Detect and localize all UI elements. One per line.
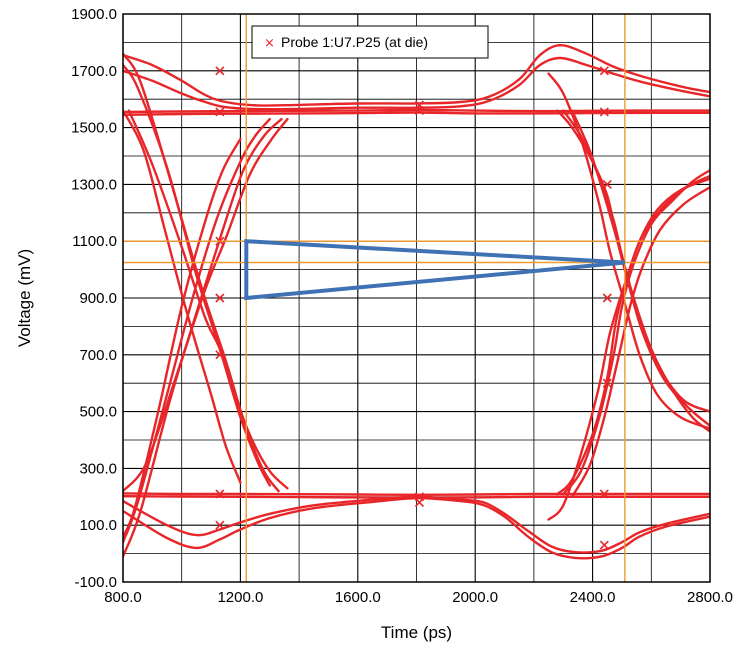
probe-marker [215, 520, 225, 530]
waveform-trace [123, 495, 710, 554]
y-tick-label: 1900.0 [71, 6, 117, 23]
waveform-trace [123, 496, 710, 560]
probe-marker [414, 105, 425, 116]
probe-marker [599, 489, 609, 499]
y-tick-label: 100.0 [79, 517, 117, 534]
y-axis-label: Voltage (mV) [15, 249, 34, 347]
x-axis-label: Time (ps) [381, 623, 452, 642]
waveform-trace [123, 117, 271, 544]
probe-marker [215, 293, 225, 303]
waveform-trace [123, 63, 271, 487]
probe-marker [215, 350, 225, 360]
waveform-trace [127, 109, 289, 490]
probe-marker [215, 107, 225, 117]
x-tick-label: 1600.0 [335, 589, 381, 606]
probe-marker [599, 66, 609, 76]
probe-marker [599, 540, 609, 550]
x-tick-label: 2800.0 [687, 589, 733, 606]
probe-marker [215, 66, 225, 76]
x-tick-label: 2000.0 [452, 589, 498, 606]
waveform-trace [562, 169, 710, 496]
legend: × Probe 1:U7.P25 (at die) [251, 25, 489, 59]
y-tick-label: 700.0 [79, 347, 117, 364]
probe-marker [602, 378, 612, 388]
waveform-trace [570, 186, 710, 498]
legend-entry: Probe 1:U7.P25 (at die) [281, 34, 428, 50]
y-tick-label: -100.0 [74, 574, 117, 591]
waveform-trace [123, 117, 289, 493]
y-tick-label: 1500.0 [71, 120, 117, 137]
probe-marker [215, 489, 225, 499]
y-tick-label: 1300.0 [71, 176, 117, 193]
y-tick-label: 1700.0 [71, 63, 117, 80]
probe-marker [602, 293, 612, 303]
probe-marker [599, 107, 609, 117]
eye-mask-triangle [244, 239, 626, 301]
plot-border [122, 13, 711, 583]
probe-marker [414, 497, 425, 508]
waveform-trace [123, 52, 280, 493]
legend-marker-icon: × [264, 36, 275, 51]
waveform-trace [123, 108, 710, 114]
waveform-trace [547, 177, 710, 521]
y-tick-label: 500.0 [79, 404, 117, 421]
waveform-trace [123, 117, 283, 558]
waveform-traces [123, 43, 710, 560]
x-tick-labels: 800.0 1200.0 1600.0 2000.0 2400.0 2800.0 [104, 589, 733, 606]
legend-box [251, 25, 489, 59]
waveform-trace [547, 72, 710, 430]
probe-marker [602, 179, 612, 189]
waveform-trace [570, 109, 710, 413]
waveform-trace [123, 137, 242, 538]
waveform-trace [123, 43, 710, 107]
eye-mask-group [244, 239, 626, 301]
y-tick-labels: -100.0 100.0 300.0 500.0 700.0 900.0 1100.0 130… [71, 6, 117, 591]
y-tick-label: 300.0 [79, 460, 117, 477]
x-tick-label: 800.0 [104, 589, 142, 606]
waveform-trace [123, 56, 710, 111]
y-tick-label: 900.0 [79, 290, 117, 307]
y-tick-label: 1100.0 [72, 233, 117, 250]
x-tick-label: 2400.0 [570, 589, 616, 606]
x-tick-label: 1200.0 [217, 589, 263, 606]
